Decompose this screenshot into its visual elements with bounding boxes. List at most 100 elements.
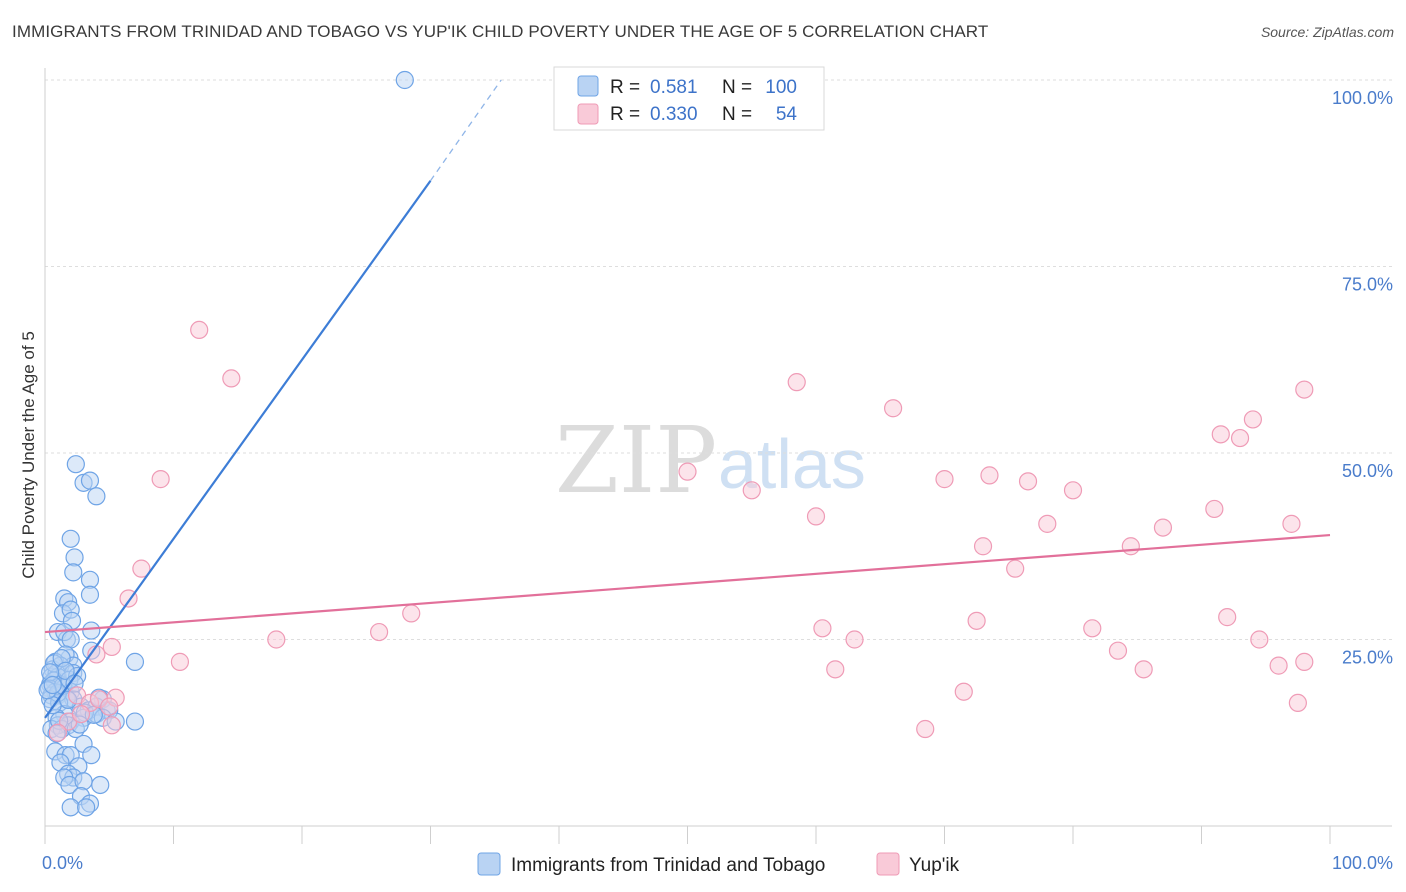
yupik-point bbox=[222, 369, 241, 388]
yupik-point bbox=[1121, 537, 1140, 556]
yupik-point bbox=[402, 604, 421, 623]
legend-n-value-2: 54 bbox=[776, 104, 798, 125]
watermark-atlas: atlas bbox=[718, 425, 866, 503]
trinidad-point bbox=[91, 775, 110, 795]
watermark-zip: ZIP bbox=[555, 407, 717, 514]
legend-swatch-yupik bbox=[876, 852, 900, 876]
yupik-point bbox=[973, 537, 993, 556]
yupik-point bbox=[1243, 410, 1263, 429]
y-axis-label: Child Poverty Under the Age of 5 bbox=[19, 331, 38, 579]
legend-top: R = 0.581 N = 100 R = 0.330 N = 54 bbox=[553, 66, 825, 131]
yupik-point bbox=[132, 559, 151, 578]
yupik-point bbox=[967, 611, 986, 630]
yupik-point bbox=[1295, 380, 1314, 399]
yupik-point bbox=[151, 470, 170, 489]
legend-label-yupik: Yup'ik bbox=[909, 855, 960, 876]
legend-r-label-1: R = bbox=[610, 77, 640, 98]
x-tick-label-0: 0.0% bbox=[42, 853, 83, 873]
trinidad-point bbox=[66, 455, 85, 474]
yupik-point bbox=[1083, 619, 1102, 638]
yupik-point bbox=[370, 622, 389, 642]
yupik-point bbox=[1134, 660, 1153, 679]
y-tick-label-25: 25.0% bbox=[1342, 648, 1393, 668]
yupik-point bbox=[935, 470, 954, 489]
yupik-point bbox=[48, 723, 67, 742]
trinidad-point bbox=[43, 675, 62, 695]
yupik-point bbox=[1295, 652, 1314, 671]
yupik-point bbox=[267, 630, 286, 649]
yupik-point bbox=[1282, 514, 1301, 533]
data-points bbox=[38, 70, 1314, 817]
yupik-point bbox=[742, 481, 761, 500]
x-tick-label-100: 100.0% bbox=[1332, 853, 1393, 873]
trinidad-point bbox=[82, 746, 101, 765]
legend-n-value-1: 100 bbox=[765, 77, 797, 98]
yupik-point bbox=[954, 682, 973, 701]
trinidad-point bbox=[74, 772, 93, 791]
yupik-point bbox=[1153, 518, 1173, 537]
yupik-point bbox=[678, 462, 697, 481]
yupik-point bbox=[1018, 472, 1038, 491]
yupik-point bbox=[102, 637, 121, 657]
chart-title: IMMIGRANTS FROM TRINIDAD AND TOBAGO VS Y… bbox=[12, 22, 989, 41]
trinidad-trend-extension bbox=[429, 79, 502, 182]
yupik-point bbox=[170, 652, 190, 671]
legend-label-trinidad: Immigrants from Trinidad and Tobago bbox=[511, 855, 825, 876]
legend-swatch-trinidad bbox=[477, 852, 501, 876]
yupik-point bbox=[1250, 630, 1269, 649]
trinidad-point bbox=[125, 712, 145, 731]
legend-swatch-series-1 bbox=[577, 75, 599, 97]
trinidad-point bbox=[64, 563, 83, 582]
yupik-point bbox=[100, 697, 119, 716]
yupik-point bbox=[1063, 481, 1083, 500]
yupik-point bbox=[1288, 693, 1307, 713]
legend-bottom: Immigrants from Trinidad and Tobago Yup'… bbox=[477, 852, 960, 876]
trinidad-point bbox=[82, 621, 101, 640]
yupik-point bbox=[71, 704, 91, 724]
yupik-point bbox=[813, 619, 832, 638]
axes bbox=[44, 68, 1392, 844]
legend-n-label-2: N = bbox=[722, 104, 752, 125]
trinidad-trend-line bbox=[44, 180, 432, 719]
legend-r-label-2: R = bbox=[610, 104, 640, 125]
yupik-point bbox=[102, 716, 121, 735]
trinidad-point bbox=[87, 487, 106, 506]
yupik-point bbox=[1269, 656, 1288, 675]
yupik-point bbox=[1230, 428, 1250, 448]
trinidad-point bbox=[395, 70, 414, 90]
source-label: Source: ZipAtlas.com bbox=[1260, 24, 1394, 40]
yupik-point bbox=[1218, 608, 1237, 627]
trend-lines bbox=[44, 79, 1331, 719]
yupik-point bbox=[1211, 425, 1230, 444]
y-tick-label-75: 75.0% bbox=[1342, 275, 1393, 295]
y-tick-labels: 25.0% 50.0% 75.0% 100.0% bbox=[1332, 88, 1393, 668]
watermark: ZIP atlas bbox=[555, 407, 866, 514]
y-tick-label-100: 100.0% bbox=[1332, 88, 1393, 108]
legend-r-value-2: 0.330 bbox=[650, 104, 698, 125]
yupik-point bbox=[1205, 499, 1224, 519]
yupik-point bbox=[787, 373, 806, 392]
yupik-point bbox=[806, 507, 826, 526]
legend-n-label-1: N = bbox=[722, 77, 752, 98]
trinidad-point bbox=[61, 798, 80, 817]
trinidad-point bbox=[77, 798, 96, 817]
yupik-point bbox=[1108, 641, 1128, 660]
y-tick-label-50: 50.0% bbox=[1342, 461, 1393, 481]
yupik-point bbox=[883, 399, 903, 418]
legend-r-value-1: 0.581 bbox=[650, 77, 698, 98]
yupik-point bbox=[980, 466, 999, 485]
legend-box bbox=[553, 66, 825, 131]
yupik-point bbox=[916, 719, 935, 739]
yupik-point bbox=[826, 660, 845, 679]
trinidad-point bbox=[80, 585, 100, 604]
legend-swatch-series-2 bbox=[577, 103, 599, 125]
yupik-point bbox=[1038, 514, 1057, 533]
yupik-point bbox=[190, 320, 209, 340]
yupik-point bbox=[845, 630, 864, 649]
x-tick-labels: 0.0% 100.0% bbox=[42, 853, 1393, 873]
grid bbox=[45, 79, 1392, 640]
trinidad-point bbox=[80, 471, 100, 490]
yupik-point bbox=[1006, 559, 1025, 578]
trinidad-point bbox=[125, 652, 145, 671]
